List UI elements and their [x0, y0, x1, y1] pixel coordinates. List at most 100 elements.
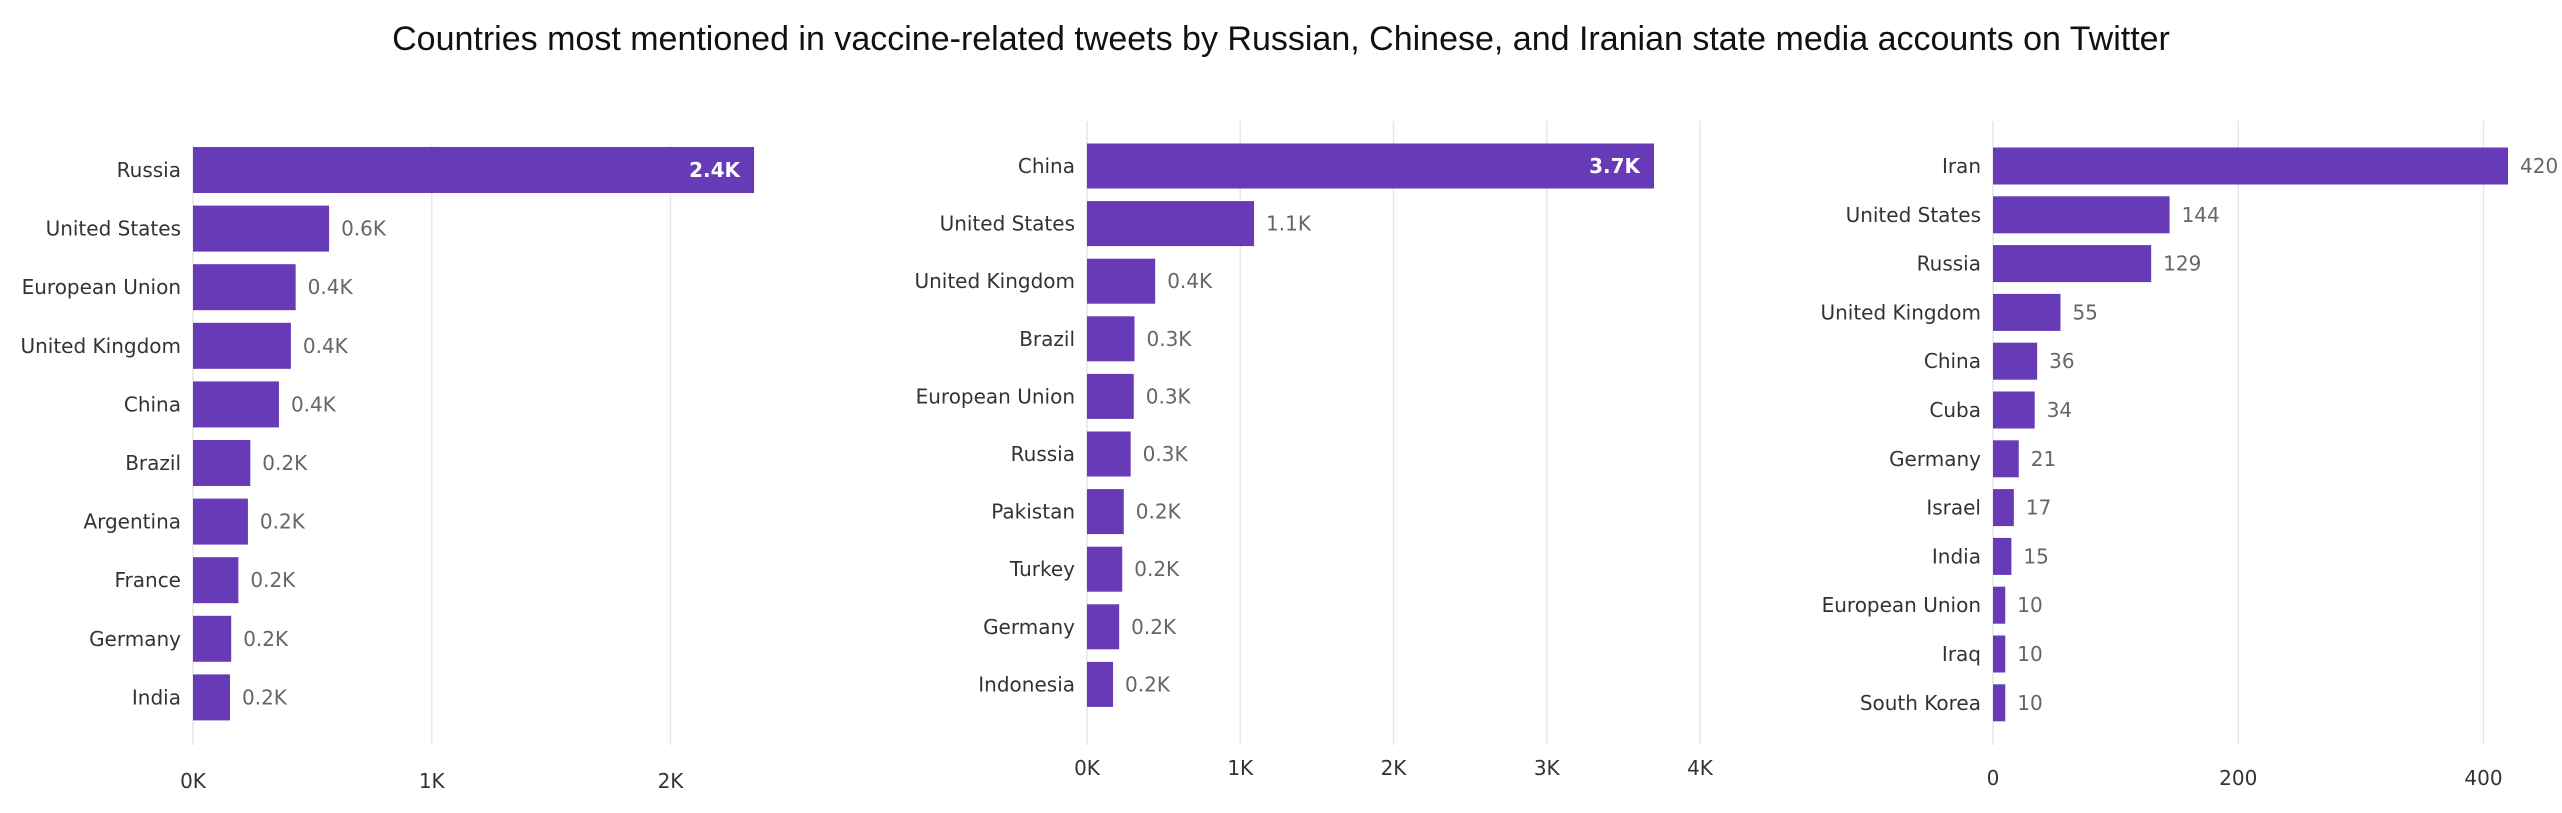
bar[interactable] [1087, 489, 1124, 535]
data-label: 34 [2047, 398, 2072, 422]
bar[interactable] [1993, 196, 2170, 234]
bar[interactable] [193, 674, 231, 721]
category-label: Indonesia [978, 672, 1075, 696]
bar[interactable] [1087, 431, 1131, 477]
bar[interactable] [1993, 586, 2006, 624]
bar[interactable] [193, 322, 291, 369]
data-label: 0.2K [1125, 672, 1171, 696]
category-label: Israel [1926, 496, 1981, 520]
panel-iranian-state-media: 0 200 400 Iran 420 United States 144 Russia 129 U… [1820, 121, 2558, 790]
category-label: United States [940, 212, 1075, 236]
data-label: 0.3K [1146, 384, 1192, 408]
bar[interactable] [1993, 342, 2038, 380]
data-label: 10 [2017, 691, 2042, 715]
category-label: United Kingdom [20, 334, 181, 358]
category-label: Russia [1917, 252, 1981, 276]
data-label: 21 [2031, 447, 2056, 471]
category-label: India [132, 685, 181, 709]
data-label: 129 [2163, 252, 2201, 276]
category-label: Germany [89, 627, 181, 651]
bar[interactable] [193, 557, 239, 604]
data-label: 36 [2049, 349, 2074, 373]
bar[interactable] [1087, 546, 1123, 592]
bar[interactable] [1993, 635, 2006, 673]
category-label: India [1932, 544, 1981, 568]
bar[interactable] [1993, 684, 2006, 722]
data-label: 0.2K [1131, 615, 1177, 639]
bar[interactable] [1087, 661, 1114, 707]
bar[interactable] [1993, 391, 2035, 429]
chart-title: Countries most mentioned in vaccine-rela… [392, 20, 2170, 58]
bar[interactable] [1087, 373, 1134, 419]
panel-chinese-state-media: 0K 1K 2K 3K 4K China 3.7K United States 1.1K Unit… [914, 121, 1714, 780]
bar[interactable] [1993, 537, 2012, 575]
category-label: China [124, 392, 181, 416]
category-label: China [1018, 154, 1075, 178]
data-label: 0.2K [262, 451, 308, 475]
data-label: 144 [2182, 203, 2220, 227]
data-label: 0.3K [1143, 442, 1189, 466]
data-label: 0.4K [303, 334, 349, 358]
category-label: Germany [1889, 447, 1981, 471]
data-label: 2.4K [689, 158, 741, 182]
bar[interactable] [1993, 245, 2152, 283]
data-label: 0.4K [291, 392, 337, 416]
bar[interactable] [193, 498, 248, 545]
bar[interactable] [193, 615, 232, 662]
panel-russian-state-media: 0K 1K 2K Russia 2.4K United States 0.6K Europea… [20, 145, 755, 793]
x-tick-label: 0K [180, 769, 207, 793]
category-label: Russia [1011, 442, 1075, 466]
data-label: 55 [2072, 300, 2097, 324]
bar[interactable] [1087, 201, 1255, 247]
category-label: Germany [983, 615, 1075, 639]
bar[interactable] [1087, 143, 1655, 189]
bar[interactable] [193, 205, 330, 252]
data-label: 10 [2017, 642, 2042, 666]
category-label: European Union [916, 384, 1075, 408]
category-label: Cuba [1929, 398, 1981, 422]
x-tick-label: 1K [419, 769, 446, 793]
data-label: 15 [2023, 544, 2048, 568]
bar[interactable] [193, 440, 251, 486]
x-tick-label: 200 [2219, 766, 2257, 790]
data-label: 0.4K [1167, 269, 1213, 293]
bar[interactable] [1087, 316, 1135, 362]
data-label: 0.3K [1147, 327, 1193, 351]
category-label: Argentina [83, 510, 181, 534]
category-label: Iran [1942, 154, 1981, 178]
bar[interactable] [193, 147, 755, 193]
category-label: France [114, 568, 181, 592]
x-tick-label: 1K [1227, 756, 1254, 780]
bar[interactable] [1993, 147, 2508, 185]
x-tick-label: 0 [1987, 766, 2000, 790]
bar[interactable] [193, 381, 279, 428]
bar[interactable] [1993, 489, 2014, 527]
bar[interactable] [1087, 604, 1120, 650]
bar[interactable] [193, 264, 296, 311]
category-label: Brazil [125, 451, 181, 475]
category-label: Russia [117, 158, 181, 182]
category-label: European Union [1822, 593, 1981, 617]
category-label: Turkey [1009, 557, 1075, 581]
bar[interactable] [1993, 440, 2019, 478]
data-label: 3.7K [1589, 154, 1641, 178]
category-label: Brazil [1019, 327, 1075, 351]
x-tick-label: 3K [1534, 756, 1561, 780]
data-label: 17 [2026, 496, 2051, 520]
bar[interactable] [1087, 258, 1156, 304]
x-tick-label: 400 [2464, 766, 2502, 790]
x-tick-label: 2K [1381, 756, 1408, 780]
category-label: Pakistan [991, 500, 1075, 524]
data-label: 1.1K [1266, 212, 1312, 236]
data-label: 10 [2017, 593, 2042, 617]
data-label: 0.6K [341, 217, 387, 241]
category-label: United States [1846, 203, 1981, 227]
data-label: 0.2K [260, 510, 306, 534]
x-tick-label: 4K [1687, 756, 1714, 780]
data-label: 0.2K [1134, 557, 1180, 581]
data-label: 0.2K [250, 568, 296, 592]
x-tick-label: 0K [1074, 756, 1101, 780]
bar[interactable] [1993, 293, 2061, 331]
category-label: European Union [22, 275, 181, 299]
